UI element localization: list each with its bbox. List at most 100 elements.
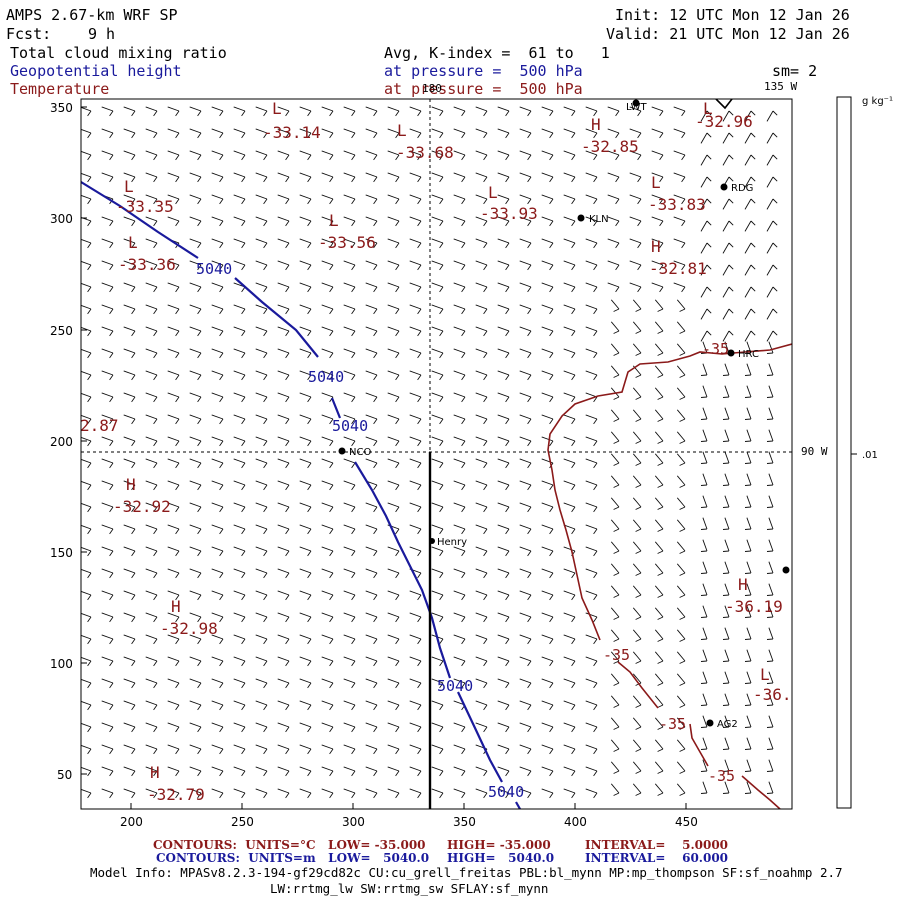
smoothing: sm= 2 <box>772 62 818 80</box>
pressure-center-letter: L <box>488 183 498 202</box>
colorbar-unit: g kg⁻¹ <box>862 96 893 107</box>
pressure-center-letter: L <box>329 211 339 230</box>
x-tick-label: 400 <box>564 815 587 829</box>
pressure-center-value: -32.98 <box>160 619 218 638</box>
model-info: Model Info: MPASv8.2.3-194-gf29cd82c CU:… <box>90 865 843 880</box>
pressure-center-letter: L <box>397 121 407 140</box>
plot-frame <box>80 98 793 810</box>
pressure-center-letter: H <box>126 475 136 494</box>
pressure-center-value: -33.14 <box>263 123 321 142</box>
station-label: AG2 <box>717 719 738 730</box>
height-label: 5040 <box>196 260 232 278</box>
station-marker <box>706 719 714 727</box>
forecast-value: 9 h <box>88 25 116 43</box>
y-tick-label: 200 <box>50 435 73 449</box>
height-label: 5040 <box>332 417 368 435</box>
station-marker <box>632 99 640 107</box>
height-label: 5040 <box>437 677 473 695</box>
pressure-center-letter: L <box>124 177 134 196</box>
x-tick-label: 450 <box>675 815 698 829</box>
valid-time: Valid: 21 UTC Mon 12 Jan 26 <box>606 25 850 43</box>
temperature-contour-minus35-top <box>715 99 733 110</box>
x-tick-label: 250 <box>231 815 254 829</box>
pressure-center-value: -36. <box>753 685 792 704</box>
y-tick-label: 300 <box>50 212 73 226</box>
pressure-center-letter: H <box>738 575 748 594</box>
height-contour-5040 <box>81 181 521 809</box>
height-label: 5040 <box>308 368 344 386</box>
temp-contour-info: CONTOURS: UNITS=°C LOW= -35.000 <box>153 838 426 852</box>
pressure-center-value: -33.68 <box>396 143 454 162</box>
model-title: AMPS 2.67-km WRF SP <box>6 6 178 24</box>
lon-90w-label: 90 W <box>801 445 828 458</box>
station-label: HRC <box>738 349 759 360</box>
station-marker <box>429 538 435 544</box>
height-contour-info: CONTOURS: UNITS=m LOW= 5040.0 <box>156 851 430 865</box>
temperature-contour-minus35 <box>547 343 792 809</box>
station-label: KLN <box>589 214 609 225</box>
init-time: Init: 12 UTC Mon 12 Jan 26 <box>615 6 850 24</box>
lon-180-label: 180 <box>422 82 442 95</box>
height-contour-high: HIGH= 5040.0 <box>447 851 555 865</box>
field-temperature: Temperature <box>10 80 110 98</box>
pressure-center-letter: H <box>591 115 601 134</box>
wind-barbs <box>81 106 778 799</box>
model-info-radiation: LW:rrtmg_lw SW:rrtmg_sw SFLAY:sf_mynn <box>270 881 549 896</box>
colorbar-tick: .01 <box>862 450 878 461</box>
pressure-center-value: -32.92 <box>113 497 171 516</box>
pressure-center-value: -33.93 <box>480 204 538 223</box>
forecast-label: Fcst: <box>6 25 52 43</box>
colorbar <box>836 96 852 809</box>
pressure-center-letter: L <box>651 173 661 192</box>
temp-contour-label: -35 <box>659 715 686 733</box>
pressure-center-value: -32.85 <box>581 137 639 156</box>
temp-contour-label: -35 <box>708 767 735 785</box>
pressure-center-value: -33.56 <box>318 233 376 252</box>
temp-contour-interval: INTERVAL= 5.0000 <box>585 838 729 852</box>
station-marker <box>338 447 346 455</box>
pressure-height: at pressure = 500 hPa <box>384 62 583 80</box>
pressure-center-letter: L <box>703 99 713 118</box>
pressure-center-letter: L <box>128 233 138 252</box>
pressure-center-value: -32.96 <box>695 112 753 131</box>
x-tick-label: 350 <box>453 815 476 829</box>
y-tick-label: 100 <box>50 657 73 671</box>
temp-contour-label: -35 <box>603 646 630 664</box>
height-label: 5040 <box>488 783 524 801</box>
station-label: Henry <box>437 537 467 548</box>
x-tick-label: 200 <box>120 815 143 829</box>
station-marker <box>727 349 735 357</box>
pressure-temperature: at pressure = 500 hPa <box>384 80 583 98</box>
field-cloud: Total cloud mixing ratio <box>10 44 227 62</box>
height-contour-interval: INTERVAL= 60.000 <box>585 851 729 865</box>
y-tick-label: 50 <box>57 768 72 782</box>
station-label: RDG <box>731 183 753 194</box>
pressure-center-value: -32.81 <box>649 259 707 278</box>
station-label: LWT <box>626 102 648 113</box>
pressure-center-value: -33.36 <box>118 255 176 274</box>
avg-kindex: Avg, K-index = 61 to 1 <box>384 44 610 62</box>
pressure-center-letter: H <box>651 237 661 256</box>
pressure-center-letter: L <box>760 665 770 684</box>
lon-135w-label: 135 W <box>764 80 797 93</box>
temp-contour-label: -35 <box>702 340 729 358</box>
field-height: Geopotential height <box>10 62 182 80</box>
pressure-center-letter: H <box>150 763 160 782</box>
pressure-center-letter: L <box>272 99 282 118</box>
y-tick-label: 250 <box>50 324 73 338</box>
y-tick-label: 350 <box>50 101 73 115</box>
pressure-center-value: -32.79 <box>147 785 205 804</box>
station-marker <box>720 183 728 191</box>
pressure-center-value: -33.83 <box>648 195 706 214</box>
y-tick-label: 150 <box>50 546 73 560</box>
x-tick-label: 300 <box>342 815 365 829</box>
station-label: NCO <box>349 447 371 458</box>
pressure-center-letter: H <box>171 597 181 616</box>
wind-barb-field <box>81 106 778 799</box>
station-marker <box>577 214 585 222</box>
pressure-center-value: -33.35 <box>116 197 174 216</box>
temp-contour-high: HIGH= -35.000 <box>447 838 551 852</box>
station-marker <box>782 566 790 574</box>
pressure-center-value: 2.87 <box>80 416 119 435</box>
